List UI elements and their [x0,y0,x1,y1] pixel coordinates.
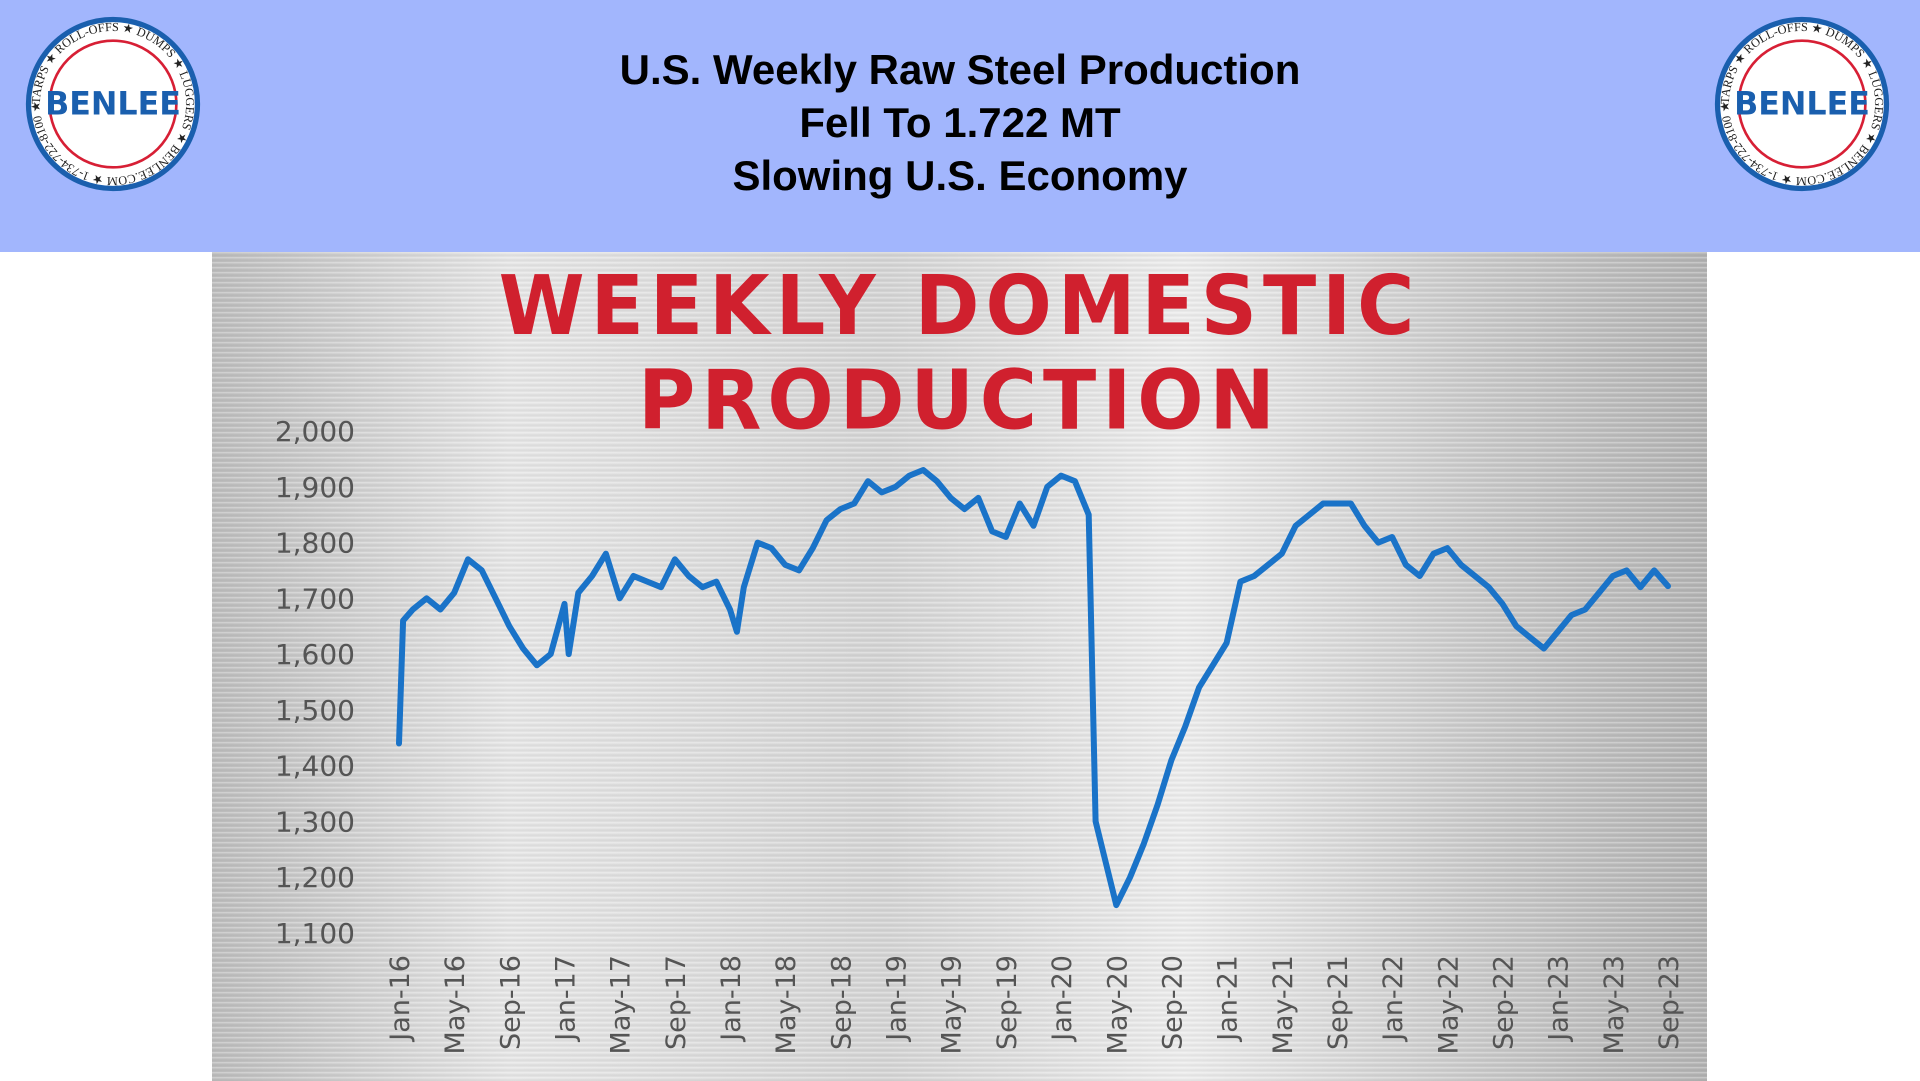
x-tick-label: Sep-16 [495,955,526,1050]
headline-line-3: Slowing U.S. Economy [732,152,1188,199]
x-tick-label: Jan-18 [716,955,747,1043]
x-tick-label: Jan-21 [1213,955,1244,1043]
headline-line-1: U.S. Weekly Raw Steel Production [619,46,1301,93]
x-tick-label: Sep-20 [1157,955,1188,1050]
x-tick-label: Sep-17 [661,955,692,1050]
chart-panel: WEEKLY DOMESTIC PRODUCTION 2,000 1,900 1,8… [212,252,1707,1081]
y-tick-label: 1,600 [275,638,355,671]
x-tick-label: May-19 [937,955,968,1054]
y-tick-label: 1,500 [275,694,355,727]
y-tick-label: 1,700 [275,582,355,615]
y-tick-label: 2,000 [275,415,355,448]
x-tick-label: Jan-19 [882,955,913,1043]
x-tick-label: May-17 [606,955,637,1054]
y-tick-label: 1,900 [275,471,355,504]
x-tick-label: May-18 [771,955,802,1054]
headline-line-2: Fell To 1.722 MT [799,99,1121,146]
x-tick-label: Jan-23 [1544,955,1575,1043]
y-tick-label: 1,100 [275,917,355,950]
x-tick-label: Sep-19 [992,955,1023,1050]
y-tick-label: 1,300 [275,805,355,838]
line-chart: 2,000 1,900 1,800 1,700 1,600 1,500 1,400 1,300… [275,415,1685,1054]
x-tick-label: Jan-17 [551,955,582,1043]
x-tick-label: May-20 [1102,955,1133,1054]
y-tick-label: 1,800 [275,527,355,560]
x-tick-label: Sep-23 [1654,955,1685,1050]
svg-text:BENLEE: BENLEE [45,87,181,123]
series-line [396,467,1671,909]
benlee-logo-left: TARPS ★ ROLL-OFFS ★ DUMPS ★ LUGGERS ★ BE… [25,16,201,192]
y-tick-label: 1,400 [275,750,355,783]
x-tick-label: Jan-16 [385,955,416,1043]
x-tick-label: Sep-18 [826,955,857,1050]
x-tick-label: Sep-22 [1488,955,1519,1050]
x-tick-label: Jan-22 [1378,955,1409,1043]
x-tick-label: May-23 [1599,955,1630,1054]
x-tick-label: Jan-20 [1047,955,1078,1043]
svg-text:BENLEE: BENLEE [1734,87,1870,123]
benlee-logo-right: TARPS ★ ROLL-OFFS ★ DUMPS ★ LUGGERS ★ BE… [1714,16,1890,192]
header-banner: TARPS ★ ROLL-OFFS ★ DUMPS ★ LUGGERS ★ BE… [0,0,1920,252]
chart-title: WEEKLY DOMESTIC PRODUCTION [498,259,1421,449]
y-tick-label: 1,200 [275,861,355,894]
x-tick-label: Sep-21 [1323,955,1354,1050]
x-tick-label: May-22 [1433,955,1464,1054]
x-tick-label: May-21 [1268,955,1299,1054]
x-tick-label: May-16 [440,955,471,1054]
